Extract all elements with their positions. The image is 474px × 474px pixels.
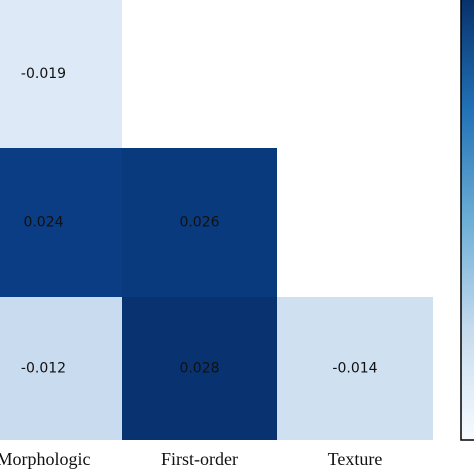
colorbar	[460, 0, 474, 441]
cell-label: -0.019	[21, 66, 66, 82]
heatmap-cell	[122, 297, 277, 440]
cell-label: 0.024	[23, 215, 63, 231]
x-tick-label: First-order	[161, 449, 238, 469]
cell-label: -0.012	[21, 361, 66, 377]
heatmap-cell	[277, 297, 433, 440]
cell-label: -0.014	[332, 361, 377, 377]
heatmap-cell	[0, 148, 122, 297]
x-tick-label: Morphologic	[0, 449, 91, 469]
heatmap-cell	[0, 297, 122, 440]
x-tick-label: Texture	[328, 449, 383, 469]
heatmap: -0.019 0.024 0.026 -0.012 0.028 -0.014	[0, 0, 433, 440]
heatmap-cell	[0, 0, 122, 148]
cell-label: 0.028	[179, 361, 219, 377]
cell-label: 0.026	[179, 215, 219, 231]
heatmap-cell	[122, 148, 277, 297]
